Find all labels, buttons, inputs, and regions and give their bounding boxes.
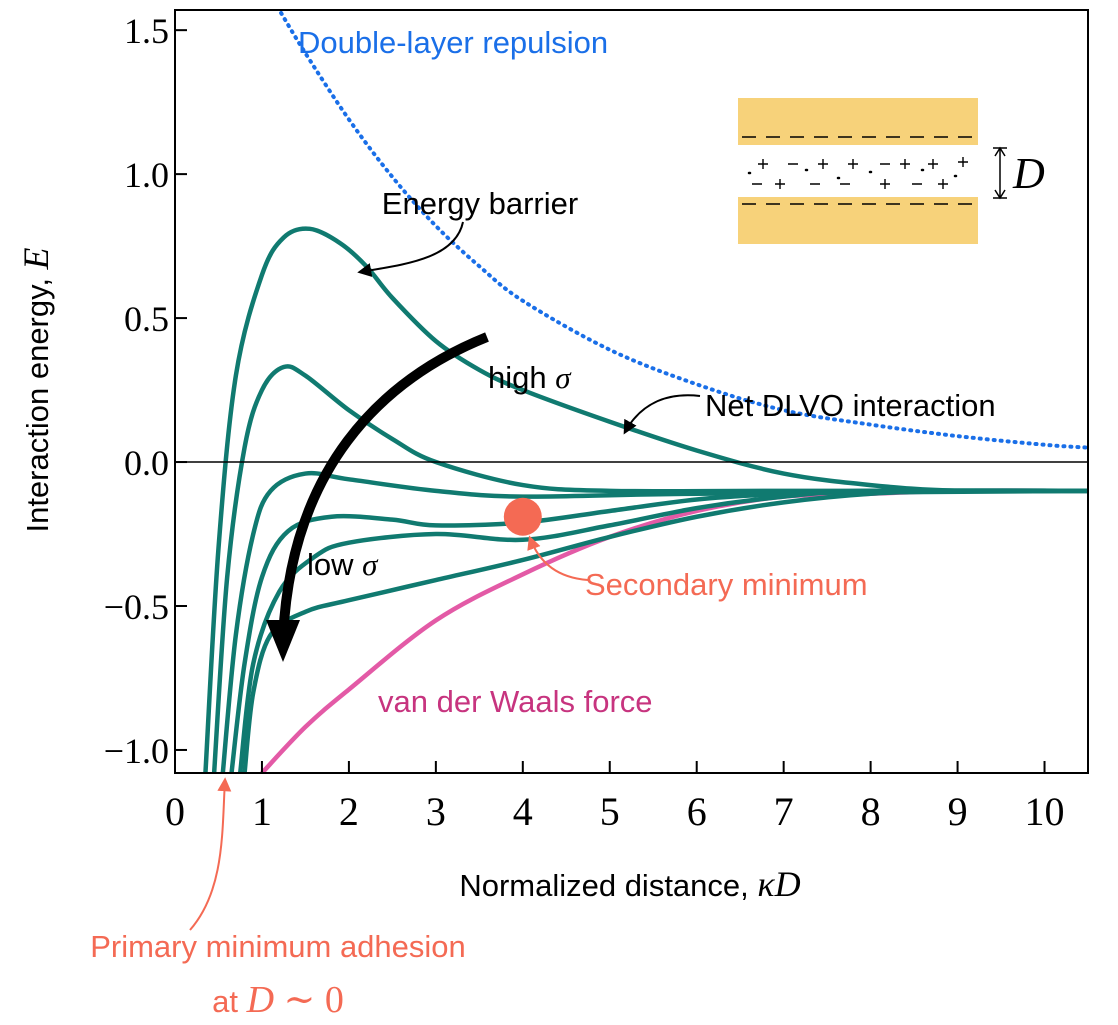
primary-minimum-label: Primary minimum adhesion — [90, 929, 466, 964]
series-line — [232, 491, 1088, 773]
inset: D — [738, 98, 1045, 244]
x-tick-label: 0 — [165, 789, 185, 834]
y-axis-label: Interaction energy, E — [16, 247, 56, 532]
label-text: low — [307, 547, 362, 582]
x-tick-label: 3 — [426, 789, 446, 834]
secondary-minimum-point — [504, 498, 542, 536]
x-tick-label: 2 — [339, 789, 359, 834]
high-sigma-label: high σ — [488, 360, 572, 395]
series-label: Double-layer repulsion — [298, 25, 608, 60]
series-line — [240, 490, 1088, 773]
y-tick-label: −0.5 — [104, 587, 169, 627]
label-text: Normalized distance, — [459, 868, 757, 903]
inset-label: D — [1012, 149, 1045, 198]
energy-barrier-label: Energy barrier — [382, 186, 578, 221]
series-label: van der Waals force — [378, 684, 653, 719]
y-tick-label: −1.0 — [104, 731, 169, 771]
series-line — [262, 491, 1088, 773]
x-tick-label: 4 — [513, 789, 533, 834]
y-tick-label: 0.0 — [124, 443, 169, 483]
label-symbol: σ — [555, 360, 572, 395]
label-text: Interaction energy, — [20, 269, 55, 532]
label-text: at — [212, 984, 246, 1019]
y-tick-label: 1.5 — [124, 11, 169, 51]
sigma-arrow-head — [266, 620, 300, 662]
x-tick-label: 5 — [600, 789, 620, 834]
label-symbol: E — [16, 247, 56, 270]
label-symbol: ∼ 0 — [274, 979, 344, 1021]
series-label: Net DLVO interaction — [705, 388, 996, 423]
x-axis-label: Normalized distance, κD — [459, 864, 800, 904]
y-tick-label: 0.5 — [124, 299, 169, 339]
barrier-arrow — [360, 222, 463, 272]
x-tick-label: 10 — [1025, 789, 1065, 834]
primary-minimum-label-2: at D ∼ 0 — [212, 979, 344, 1021]
chart: D Energy barrier high σ low σ Secondary … — [0, 0, 1118, 1025]
x-tick-label: 6 — [687, 789, 707, 834]
label-symbol: D — [246, 979, 274, 1021]
series-line — [245, 491, 1088, 773]
label-symbol: κD — [757, 864, 800, 904]
x-tick-label: 8 — [861, 789, 881, 834]
net-arrow — [625, 395, 700, 432]
y-tick-label: 1.0 — [124, 155, 169, 195]
label-text: high — [488, 360, 555, 395]
x-tick-label: 7 — [774, 789, 794, 834]
label-symbol: σ — [362, 547, 379, 582]
secondary-minimum-label: Secondary minimum — [585, 567, 868, 602]
x-tick-label: 9 — [948, 789, 968, 834]
x-tick-label: 1 — [252, 789, 272, 834]
low-sigma-label: low σ — [307, 547, 379, 582]
primary-arrow — [190, 780, 225, 930]
